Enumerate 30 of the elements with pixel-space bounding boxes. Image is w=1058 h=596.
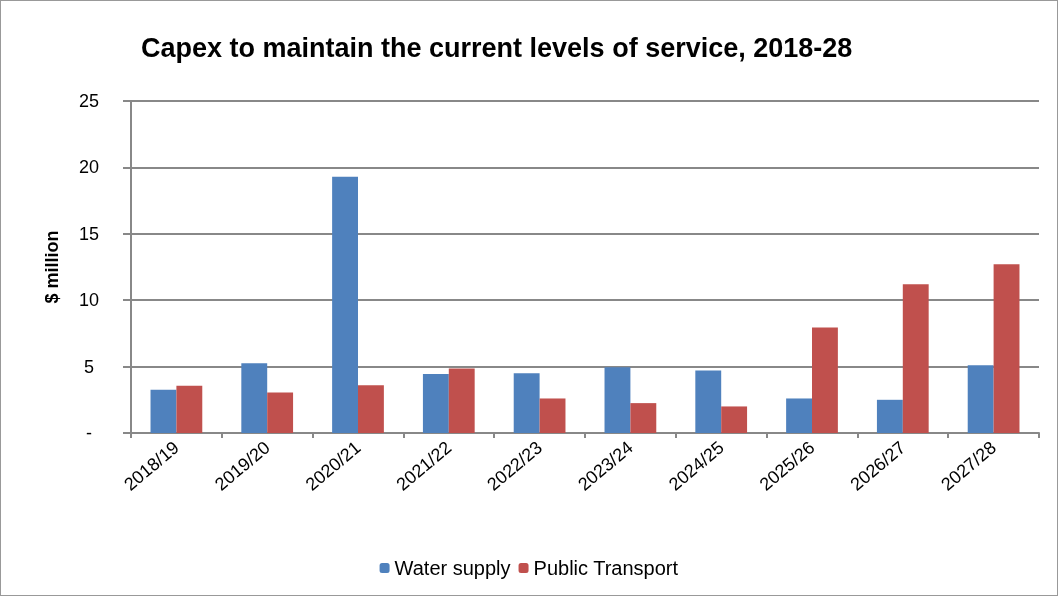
bar <box>448 368 475 433</box>
bar <box>630 403 657 433</box>
bar <box>422 373 449 433</box>
y-tick-label: - <box>86 423 92 443</box>
y-tick-label: 15 <box>78 223 100 244</box>
bar <box>150 389 177 433</box>
legend-label: Water supply <box>394 557 511 579</box>
bar <box>358 385 384 433</box>
y-tick-label: 20 <box>78 157 100 178</box>
y-tick-label: 25 <box>78 91 100 111</box>
bar <box>812 327 838 433</box>
bar <box>967 365 994 433</box>
legend-label: Public Transport <box>533 557 679 579</box>
bar <box>267 392 294 433</box>
bar <box>993 264 1020 433</box>
y-axis-title: $ million <box>42 230 62 304</box>
bar <box>695 370 722 433</box>
bar <box>176 385 203 433</box>
y-tick-label: 5 <box>83 356 95 377</box>
bar <box>786 398 812 433</box>
bar <box>604 367 631 433</box>
bar <box>513 373 540 433</box>
y-tick-label: 10 <box>78 290 100 311</box>
bar <box>902 284 929 433</box>
bar <box>241 363 268 433</box>
bar <box>539 398 566 433</box>
bar <box>721 406 748 433</box>
bar <box>876 399 903 433</box>
bar <box>332 176 358 433</box>
chart-title: Capex to maintain the current levels of service, 2018-28 <box>141 32 853 63</box>
